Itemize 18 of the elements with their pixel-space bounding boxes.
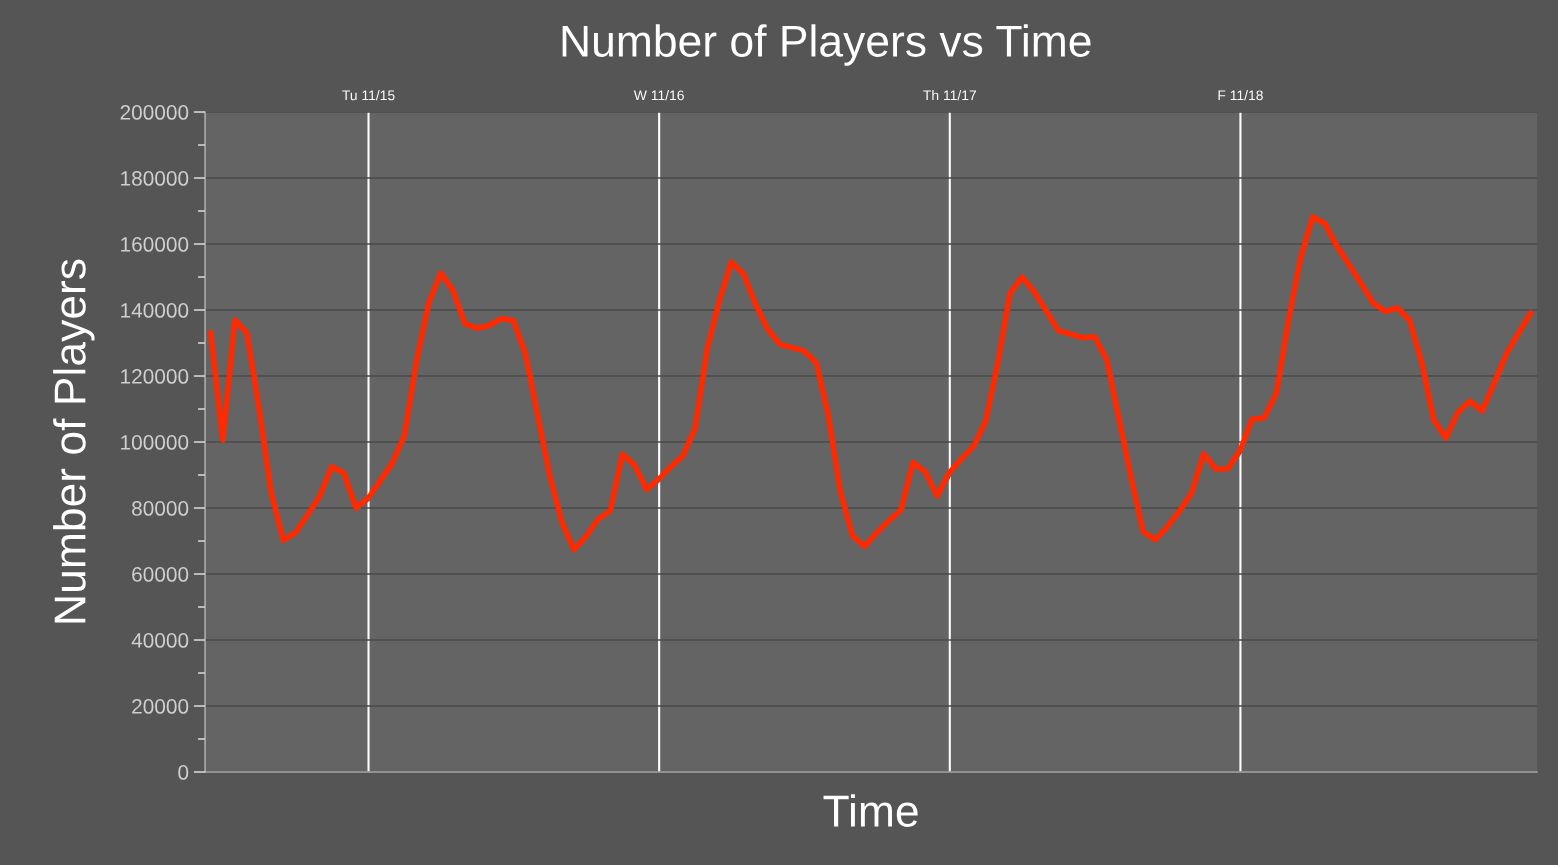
x-tick-label: Tu 11/15 <box>342 90 395 101</box>
y-tick-label: 40000 <box>131 633 189 648</box>
x-tick-label: F 11/18 <box>1218 90 1263 101</box>
y-tick-label: 100000 <box>121 435 189 450</box>
x-tick-label: Th 11/17 <box>923 90 976 101</box>
y-tick-label: 60000 <box>132 567 189 582</box>
x-axis-title: Time <box>823 794 918 827</box>
y-tick-label: 80000 <box>132 501 189 516</box>
y-tick-label: 200000 <box>120 105 189 120</box>
chart-title: Number of Players vs Time <box>562 24 1091 66</box>
y-tick-label: 140000 <box>121 303 189 318</box>
y-tick-label: 0 <box>178 765 189 780</box>
y-tick-label: 120000 <box>121 369 189 384</box>
y-tick-label: 160000 <box>121 237 189 252</box>
y-tick-label: 20000 <box>132 699 189 714</box>
y-axis-title: Number of Players <box>53 259 95 623</box>
y-tick-label: 180000 <box>121 171 189 186</box>
x-tick-label: W 11/16 <box>633 90 684 101</box>
